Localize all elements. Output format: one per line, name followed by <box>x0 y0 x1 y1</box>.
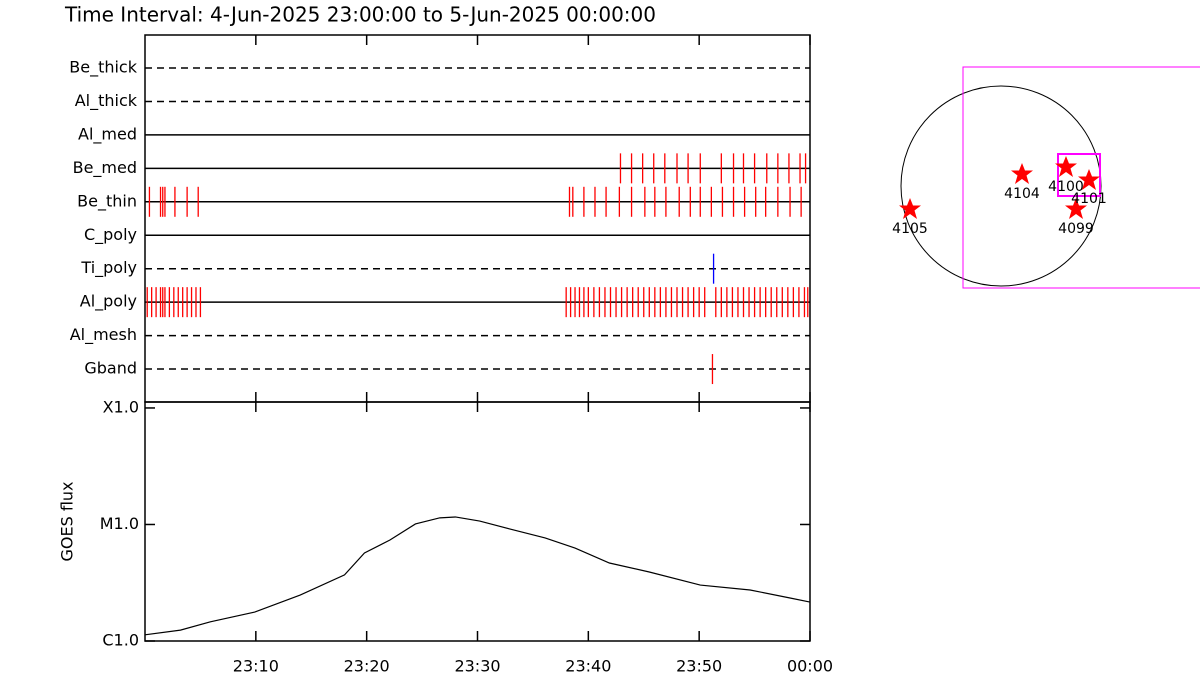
goes-curve <box>144 516 811 636</box>
star <box>1078 169 1100 190</box>
x-tick-label: 23:30 <box>454 657 500 676</box>
row-label: C_poly <box>84 225 137 245</box>
panel-frame <box>144 401 811 642</box>
row-label: Gband <box>84 359 137 378</box>
y-tick-label: X1.0 <box>103 397 139 416</box>
region-label: 4100 <box>1048 179 1084 195</box>
region-label: 4104 <box>1004 186 1040 202</box>
x-tick-label: 23:50 <box>676 657 722 676</box>
panel-frame <box>144 34 811 403</box>
row-label: Al_poly <box>80 292 137 312</box>
region-label: 4101 <box>1071 191 1107 207</box>
y-tick-label: M1.0 <box>100 514 139 533</box>
x-tick-label: 23:40 <box>565 657 611 676</box>
y-tick-label: C1.0 <box>102 631 139 650</box>
row-label: Be_thin <box>77 191 137 211</box>
star <box>1065 198 1087 219</box>
row-label: Ti_poly <box>80 258 137 278</box>
x-tick-label: 00:00 <box>787 657 833 676</box>
y-axis-title: GOES flux <box>58 481 77 561</box>
star <box>1011 163 1033 184</box>
star <box>899 198 921 219</box>
x-tick-label: 23:20 <box>344 657 390 676</box>
row-label: Al_thick <box>75 91 138 111</box>
title: Time Interval: 4-Jun-2025 23:00:00 to 5-… <box>64 3 656 27</box>
row-label: Be_med <box>73 158 137 178</box>
context-map: 4105 4104 4100 4101 4099 <box>892 66 1200 289</box>
region-label: 4099 <box>1058 221 1094 237</box>
region-stars <box>899 156 1100 219</box>
star <box>1055 156 1077 177</box>
row-label: Be_thick <box>69 58 137 78</box>
pointing-box <box>1057 153 1101 197</box>
row-label: Al_mesh <box>70 325 137 345</box>
row-label: Al_med <box>78 124 137 144</box>
x-tick-label: 23:10 <box>233 657 279 676</box>
region-label: 4105 <box>892 221 928 237</box>
field-of-view <box>962 66 1200 289</box>
